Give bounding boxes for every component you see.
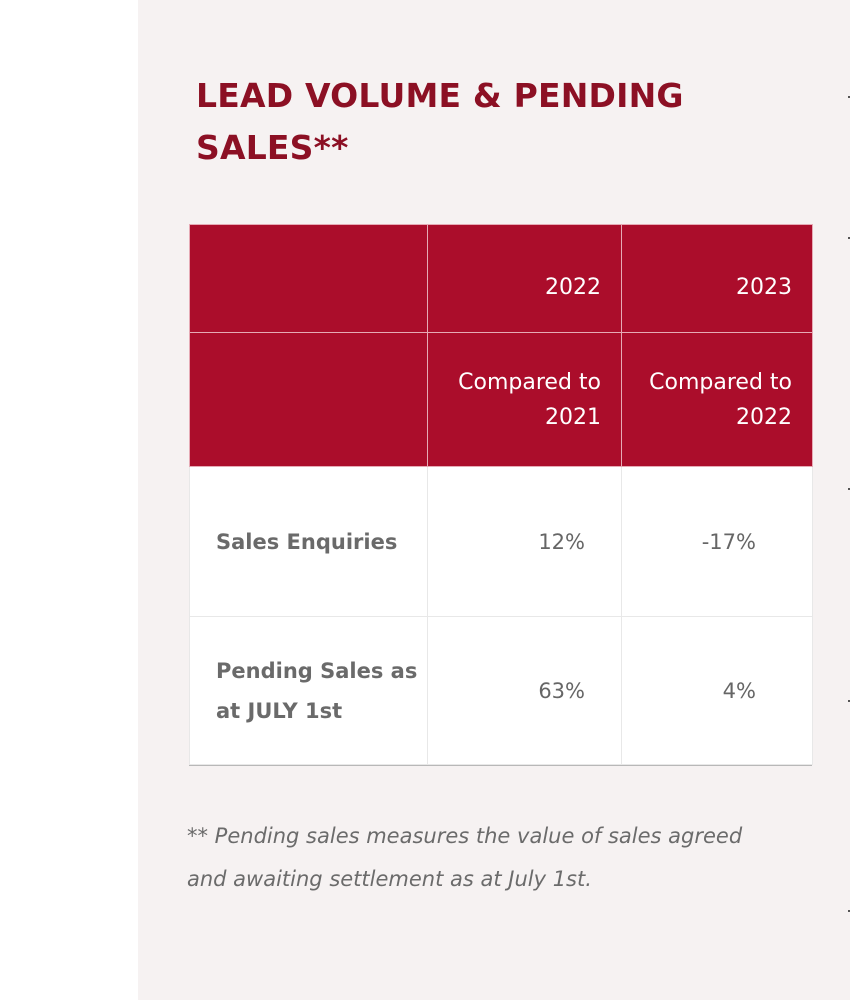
lead-volume-table: 2022 2023 Compared to 2021 Compared to 2… (189, 224, 813, 766)
value-2022: 63% (427, 616, 622, 765)
data-table: 2022 2023 Compared to 2021 Compared to 2… (189, 224, 813, 765)
row-label-pending-sales: Pending Sales as at JULY 1st (189, 616, 428, 765)
header-compared-2022: Compared to 2022 (621, 332, 813, 467)
edge-mark (848, 237, 850, 239)
header-year-2022: 2022 (427, 224, 622, 333)
value-2023: -17% (621, 466, 813, 617)
table-row: Sales Enquiries 12% -17% (189, 466, 813, 617)
row-label-sales-enquiries: Sales Enquiries (189, 466, 428, 617)
header-empty-cell (189, 332, 428, 467)
edge-mark (848, 700, 850, 702)
value-2022: 12% (427, 466, 622, 617)
header-row-years: 2022 2023 (189, 224, 813, 333)
edge-mark (848, 488, 850, 490)
edge-mark (848, 910, 850, 912)
edge-mark (848, 96, 850, 98)
header-row-comparison: Compared to 2021 Compared to 2022 (189, 332, 813, 467)
section-title: LEAD VOLUME & PENDING SALES** (196, 76, 684, 167)
header-empty-cell (189, 224, 428, 333)
header-year-2023: 2023 (621, 224, 813, 333)
header-compared-2021: Compared to 2021 (427, 332, 622, 467)
value-2023: 4% (621, 616, 813, 765)
footnote: ** Pending sales measures the value of s… (187, 824, 743, 891)
table-row: Pending Sales as at JULY 1st 63% 4% (189, 616, 813, 765)
